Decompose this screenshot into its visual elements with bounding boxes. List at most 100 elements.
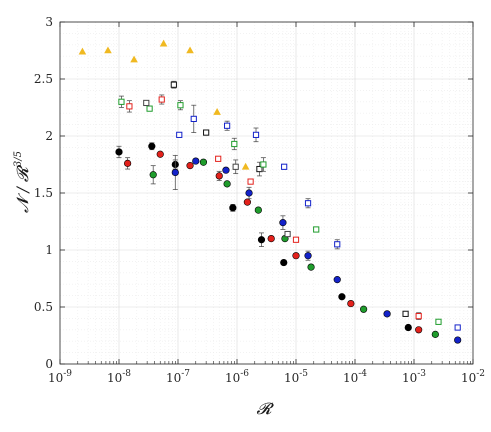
- data-point-circle: [360, 305, 368, 313]
- x-tick-label: 10-8: [107, 369, 131, 385]
- x-axis-label: 𝓡: [257, 399, 275, 418]
- data-point-square: [224, 122, 231, 129]
- data-point-circle: [307, 263, 315, 271]
- grid: [59, 21, 473, 365]
- y-axis-label: 𝓝 / 𝓡3/5: [13, 151, 32, 213]
- y-axis-label-main: 𝓝 / 𝓡: [13, 164, 32, 213]
- data-point-circle: [156, 150, 164, 158]
- data-point-triangle: [186, 46, 194, 54]
- x-tick-label: 10-5: [284, 369, 308, 385]
- data-point-circle: [148, 142, 156, 150]
- data-point-square: [435, 318, 442, 325]
- data-point-circle: [279, 219, 287, 227]
- x-tick-label-exponent: -8: [122, 369, 131, 379]
- y-tick-label: 1: [45, 243, 53, 257]
- y-axis-label-exponent: 3/5: [13, 151, 24, 167]
- data-point-triangle: [159, 39, 168, 47]
- x-tick-label-exponent: -9: [63, 369, 72, 379]
- data-point-square: [304, 200, 312, 207]
- data-point-square: [247, 178, 254, 185]
- x-tick-label-base: 10: [107, 371, 122, 385]
- data-point-square: [118, 98, 125, 105]
- data-point-circle: [254, 206, 262, 214]
- data-point-circle: [215, 172, 223, 180]
- data-point-square: [260, 161, 267, 168]
- data-point-circle: [404, 323, 412, 332]
- x-tick-label-base: 10: [48, 371, 63, 385]
- data-point-square: [281, 163, 288, 170]
- x-tick-label-base: 10: [284, 371, 299, 385]
- data-point-square: [232, 163, 239, 170]
- x-tick-label-base: 10: [402, 371, 417, 385]
- data-point-square: [126, 103, 133, 110]
- data-point-circle: [115, 148, 123, 156]
- data-point-square: [176, 131, 183, 138]
- data-point-circle: [267, 235, 275, 243]
- y-tick-label: 0: [45, 357, 53, 371]
- data-point-circle: [338, 293, 346, 301]
- data-point-circle: [229, 204, 237, 212]
- data-marks: [78, 39, 462, 344]
- x-tick-label-base: 10: [461, 371, 476, 385]
- data-point-circle: [304, 252, 312, 260]
- y-tick-label: 3: [45, 15, 53, 29]
- data-point-triangle: [213, 108, 221, 115]
- data-point-circle: [149, 171, 157, 179]
- data-point-square: [415, 313, 422, 320]
- data-point-square: [143, 99, 150, 107]
- data-point-circle: [199, 158, 208, 166]
- x-tick-label-exponent: -2: [476, 369, 485, 379]
- data-point-circle: [347, 299, 355, 308]
- data-point-circle: [222, 166, 230, 174]
- x-tick-label-base: 10: [343, 371, 358, 385]
- data-point-circle: [454, 336, 462, 344]
- data-point-square: [402, 310, 409, 317]
- data-point-square: [252, 131, 260, 138]
- data-point-circle: [292, 252, 300, 260]
- y-tick-label: 1.5: [34, 186, 53, 200]
- y-tick-label: 2.5: [34, 72, 53, 86]
- x-tick-label-base: 10: [225, 371, 240, 385]
- x-tick-label: 10-3: [402, 369, 426, 385]
- data-point-square: [284, 230, 291, 238]
- data-point-square: [177, 102, 184, 109]
- data-point-circle: [431, 330, 439, 338]
- data-point-circle: [415, 326, 423, 334]
- x-tick-label: 10-4: [343, 369, 367, 385]
- data-point-square: [146, 105, 153, 112]
- data-point-circle: [171, 168, 179, 177]
- data-point-circle: [333, 276, 341, 284]
- x-tick-label-exponent: -5: [299, 369, 308, 379]
- data-point-triangle: [78, 47, 87, 55]
- y-tick-label: 0.5: [34, 300, 53, 314]
- x-tick-label-exponent: -4: [358, 369, 367, 379]
- data-point-circle: [223, 180, 231, 188]
- data-point-circle: [280, 258, 288, 267]
- data-point-circle: [243, 198, 251, 206]
- data-point-square: [170, 81, 177, 88]
- data-point-triangle: [241, 162, 250, 170]
- x-tick-label-base: 10: [166, 371, 181, 385]
- data-point-square: [215, 155, 222, 162]
- x-tick-label-exponent: -6: [240, 369, 249, 379]
- data-point-square: [313, 226, 320, 233]
- x-tick-label: 10-2: [461, 369, 485, 385]
- data-point-circle: [192, 157, 200, 165]
- data-point-square: [292, 236, 300, 243]
- data-point-square: [334, 241, 341, 248]
- y-tick-label: 2: [45, 129, 53, 143]
- x-tick-label: 10-6: [225, 369, 249, 385]
- data-point-circle: [245, 189, 253, 197]
- x-tick-label: 10-9: [48, 369, 72, 385]
- data-point-square: [454, 324, 461, 331]
- data-point-square: [203, 129, 210, 136]
- data-point-circle: [124, 159, 132, 167]
- data-point-triangle: [130, 55, 138, 63]
- data-point-square: [231, 140, 238, 148]
- data-point-triangle: [104, 46, 112, 54]
- x-tick-label-exponent: -3: [417, 369, 426, 379]
- data-point-square: [256, 165, 263, 173]
- data-point-square: [190, 115, 197, 123]
- x-tick-label-exponent: -7: [181, 369, 190, 379]
